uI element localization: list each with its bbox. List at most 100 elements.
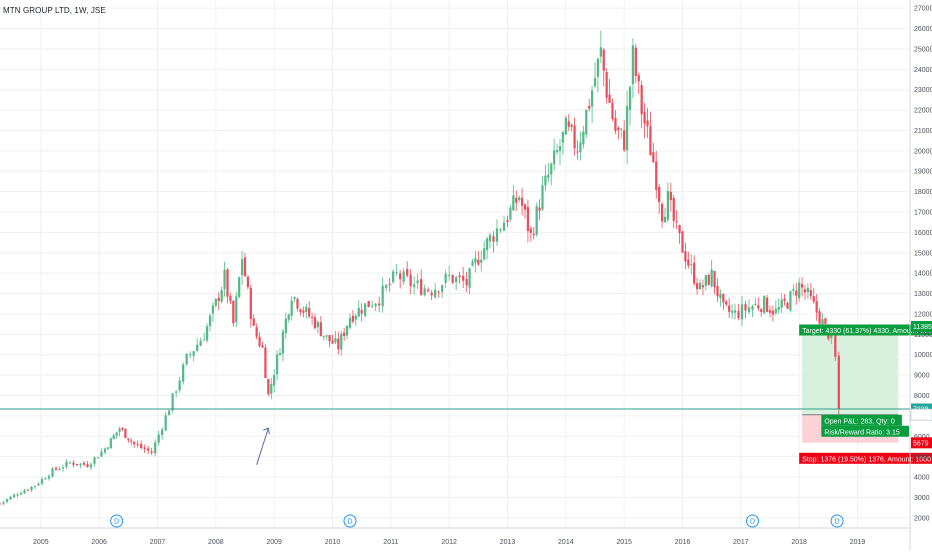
candle-body [544,175,547,186]
candle-body [240,259,244,276]
candle-body [760,309,763,312]
candle-body [0,503,2,505]
y-tick-label: 12000 [914,311,932,318]
candle-body [385,285,388,288]
candle-body [37,483,40,486]
candle-body [824,318,827,324]
trade-zones [802,326,899,443]
candle-body [381,285,384,307]
candle-body [360,309,363,314]
candle-body [270,384,273,394]
x-tick-label: 2015 [616,539,632,546]
pnl-label: Open P&L: 283, Qty: 0 [824,418,895,425]
candle-body [786,302,789,309]
candle-body [687,259,690,266]
candle-body [573,125,576,149]
candle-body [495,228,499,242]
candle-body [420,279,423,295]
candle-body [434,289,437,298]
candle-body [26,489,30,491]
candle-body [357,307,360,317]
y-tick-label: 3000 [914,495,930,502]
candle-body [444,273,447,283]
price-tag: 11385 [913,324,932,331]
price-tag: 5679 [913,440,929,447]
x-tick-label: 2013 [500,539,516,546]
y-tick-label: 10000 [914,352,932,359]
candle-body [625,106,629,151]
candle-body [103,448,107,453]
candle-body [780,299,783,308]
candle-body [136,444,139,446]
candle-body [806,287,810,292]
candle-body [634,47,637,76]
candle-body [416,280,419,284]
candle-body [54,467,58,470]
candle-body [818,311,821,324]
candle-body [340,333,343,350]
candle-body [649,126,652,156]
candle-body [675,221,678,223]
candle-body [430,292,433,296]
candle-body [690,263,693,265]
candle-body [728,305,731,312]
dividend-marker [343,514,357,528]
x-tick-label: 2017 [733,539,749,546]
candle-body [130,440,133,442]
candle-body [226,269,229,297]
candle-body [348,317,352,328]
candle-body [526,207,530,231]
candle-body [249,287,252,319]
candle-body [345,325,349,336]
candle-body [367,301,370,308]
candle-body [815,301,818,313]
candle-body [812,296,815,302]
candle-body [44,478,47,480]
y-tick-label: 16000 [914,230,932,237]
candle-body [406,268,409,276]
candle-body [646,120,649,127]
candle-body [217,297,220,301]
candle-body [553,150,556,165]
candle-body [402,271,405,282]
candle-body [337,338,340,350]
candle-body [299,309,302,312]
candle-body [252,318,255,326]
candle-body [698,282,702,290]
candle-body [477,259,480,265]
candle-body [602,49,605,71]
candle-body [567,121,570,127]
candle-body [535,206,538,235]
candle-body [284,318,287,333]
candle-body [669,191,672,201]
x-tick-label: 2008 [208,539,224,546]
candle-body [16,494,19,496]
candle-body [660,203,664,222]
y-tick-label: 27000 [914,6,932,13]
candle-body [637,75,640,82]
candle-body [205,326,209,341]
candle-body [12,494,16,498]
candle-body [722,293,725,303]
dividend-marker-label: D [347,519,352,526]
candle-body [458,275,461,278]
candle-body [502,222,506,231]
candle-body [310,316,314,318]
candle-body [235,296,238,323]
candle-body [19,493,23,495]
candle-body [596,58,600,77]
candle-body [588,106,591,109]
candle-body [115,432,118,436]
candle-body [590,90,594,107]
candle-body [388,283,391,285]
candle-body [737,310,740,318]
candle-body [351,315,355,322]
grid [0,0,910,528]
candle-body [599,47,602,57]
y-tick-label: 26000 [914,26,932,33]
candle-body [821,319,824,326]
y-tick-label: 9000 [914,373,930,380]
